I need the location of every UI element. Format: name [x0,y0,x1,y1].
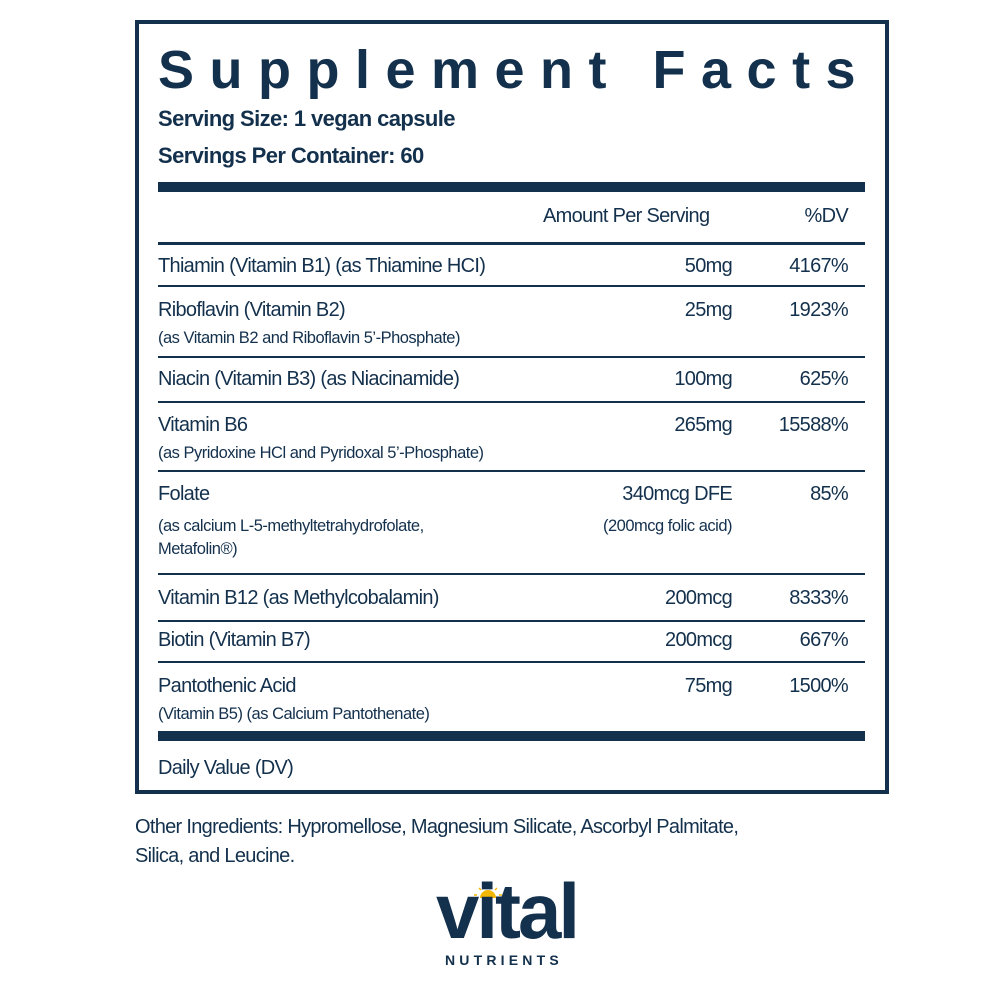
brand-logo: vital [436,867,580,955]
row-divider [158,285,865,287]
nutrient-source-cont: Metafolin®) [158,540,238,558]
row-divider [158,573,865,575]
nutrient-dv: 4167% [789,255,848,277]
nutrient-amount: 75mg [684,675,733,697]
nutrient-dv: 667% [799,629,849,651]
nutrient-amount: 200mcg [665,629,733,651]
footnote: Daily Value (DV) [158,757,294,779]
row-divider [158,401,865,403]
thick-divider [158,731,865,741]
nutrient-name: Folate [158,483,210,505]
nutrient-amount-note: (200mcg folic acid) [603,517,732,535]
nutrient-dv: 1500% [789,675,848,697]
nutrient-dv: 625% [799,368,849,390]
sun-icon [474,885,502,898]
nutrient-name: Niacin (Vitamin B3) (as Niacinamide) [158,368,460,390]
nutrient-dv: 15588% [778,414,849,436]
nutrient-name: Pantothenic Acid [158,675,296,697]
nutrient-amount: 25mg [684,299,733,321]
servings-per-container: Servings Per Container: 60 [158,143,424,168]
row-divider [158,356,865,358]
amount-header: Amount Per Serving [543,205,710,227]
row-divider [158,661,865,663]
nutrient-amount: 340mcg DFE [622,483,732,505]
nutrient-name: Thiamin (Vitamin B1) (as Thiamine HCI) [158,255,486,277]
panel-title: Supplement Facts [158,40,872,100]
nutrient-source: (as Pyridoxine HCl and Pyridoxal 5’-Phos… [158,444,484,462]
nutrient-name: Riboflavin (Vitamin B2) [158,299,346,321]
nutrient-amount: 50mg [684,255,733,277]
dv-header: %DV [804,205,849,227]
divider [158,242,865,245]
other-ingredients-cont: Silica, and Leucine. [135,845,295,867]
nutrient-name: Vitamin B12 (as Methylcobalamin) [158,587,439,609]
other-ingredients: Other Ingredients: Hypromellose, Magnesi… [135,816,739,838]
supplement-facts-panel [135,20,889,794]
nutrient-dv: 85% [810,483,849,505]
serving-size: Serving Size: 1 vegan capsule [158,106,455,131]
nutrient-amount: 100mg [674,368,732,390]
nutrient-dv: 8333% [789,587,848,609]
nutrient-name: Vitamin B6 [158,414,248,436]
nutrient-name: Biotin (Vitamin B7) [158,629,311,651]
brand-logo-sub: NUTRIENTS [445,952,563,968]
nutrient-dv: 1923% [789,299,848,321]
nutrient-amount: 200mcg [665,587,733,609]
nutrient-source: (Vitamin B5) (as Calcium Pantothenate) [158,705,430,723]
nutrient-source: (as Vitamin B2 and Riboflavin 5’-Phospha… [158,329,460,347]
row-divider [158,620,865,622]
row-divider [158,470,865,472]
thick-divider [158,182,865,192]
nutrient-source: (as calcium L-5-methyltetrahydrofolate, [158,517,424,535]
nutrient-amount: 265mg [674,414,732,436]
